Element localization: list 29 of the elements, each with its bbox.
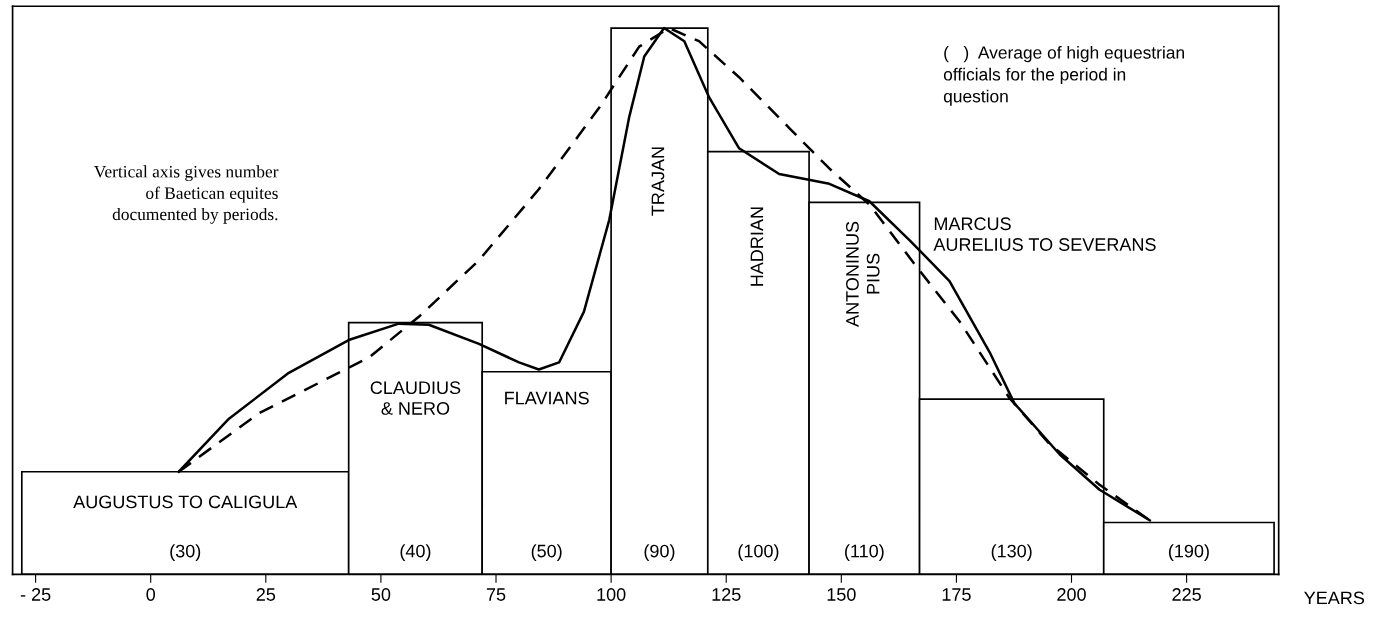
annotation: (130) — [991, 544, 1032, 561]
x-tick-label: 25 — [256, 588, 276, 601]
annotation: (40) — [400, 544, 431, 561]
x-tick-label: 75 — [486, 588, 506, 601]
annotation: (90) — [644, 544, 675, 561]
annotation: HADRIAN — [750, 207, 764, 286]
annotation: ( ) Average of high equestrian officials for the period in question — [943, 45, 1184, 106]
annotation: FLAVIANS — [505, 391, 589, 405]
annotation: ANTONINUS PIUS — [846, 221, 880, 327]
x-tick-label: 50 — [371, 588, 391, 601]
x-tick-label: 125 — [712, 588, 741, 601]
x-tick-label: 0 — [146, 588, 156, 601]
x-tick-label: 175 — [942, 588, 971, 601]
x-tick-label: 225 — [1172, 588, 1201, 601]
x-axis-title: YEARS — [1304, 591, 1365, 605]
annotation: (190) — [1168, 544, 1209, 561]
x-tick-label: 100 — [597, 588, 626, 601]
x-tick-label: 150 — [827, 588, 856, 601]
annotation: TRAJAN — [651, 147, 665, 216]
annotation: (50) — [531, 544, 562, 561]
annotation: CLAUDIUS & NERO — [370, 381, 461, 415]
annotation: (100) — [738, 544, 779, 561]
x-tick-label: 200 — [1057, 588, 1086, 601]
annotation: MARCUS AURELIUS TO SEVERANS — [933, 217, 1156, 251]
annotation: (110) — [845, 544, 884, 561]
annotation: Vertical axis gives number of Baetican equites documented by periods. — [94, 165, 279, 224]
annotation: AUGUSTUS TO CALIGULA — [73, 495, 298, 509]
annotation: (30) — [170, 544, 201, 561]
x-tick-label: - 25 — [20, 588, 51, 601]
